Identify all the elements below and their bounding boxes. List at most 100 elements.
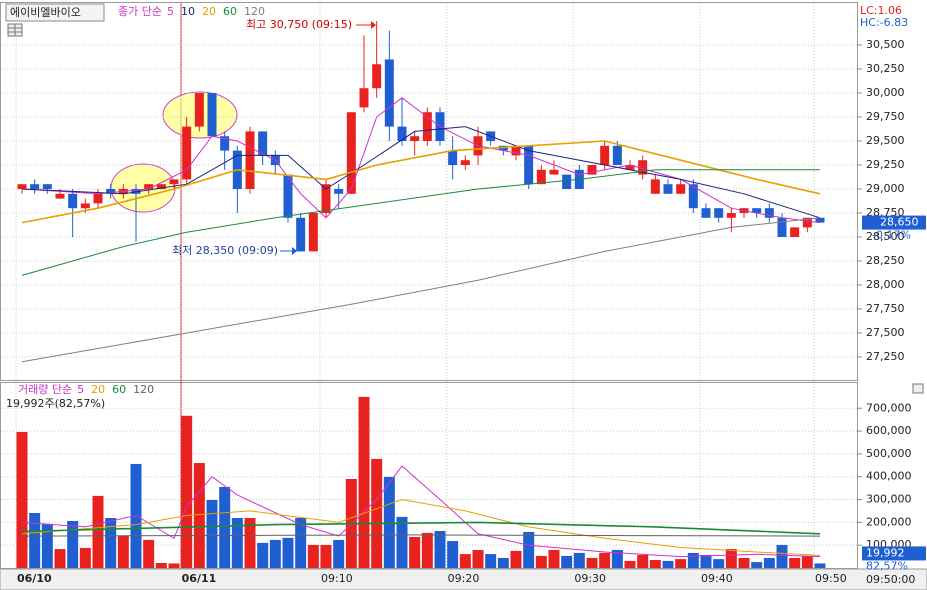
- x-tick-label: 06/11: [182, 572, 217, 585]
- candle-body: [536, 169, 546, 185]
- legend-entry: 60: [223, 5, 237, 18]
- candle-body: [410, 136, 420, 142]
- candle-body: [638, 160, 648, 175]
- moving-average-line: [21, 465, 821, 558]
- volume-bar: [155, 562, 167, 568]
- symbol[interactable]: 에이비엘바이오: [10, 6, 81, 19]
- y-tick-label: 300,000: [866, 493, 912, 506]
- candle-body: [511, 145, 521, 156]
- volume-bar: [447, 541, 459, 568]
- x-tick-label: 09:10: [321, 572, 353, 585]
- price-panel: [0, 2, 858, 381]
- volume-bar: [219, 486, 231, 568]
- candle-body: [220, 136, 230, 151]
- candle-body: [245, 131, 255, 189]
- candle-body: [346, 112, 356, 194]
- legend-entry: 60: [112, 383, 126, 396]
- volume-bar: [535, 555, 547, 568]
- volume-bar: [206, 499, 218, 568]
- y-tick-label: 500,000: [866, 447, 912, 460]
- x-tick-label: 06/10: [17, 572, 52, 585]
- panel-button[interactable]: [912, 383, 924, 394]
- volume-bar: [79, 547, 91, 568]
- candle-body: [676, 184, 686, 194]
- volume-bar: [421, 532, 433, 568]
- volume-bar: [586, 557, 598, 568]
- moving-average-line: [21, 169, 820, 276]
- y-tick-label: 29,500: [866, 134, 905, 147]
- volume-tag: 19,992: [866, 546, 905, 559]
- indicator-label: 거래량 단순: [18, 383, 72, 396]
- legend-entry: 120: [244, 5, 265, 18]
- volume-bar: [510, 550, 522, 568]
- moving-average-line: [21, 534, 821, 537]
- candle-body: [55, 193, 65, 199]
- volume-bar: [371, 458, 383, 568]
- candle-body: [625, 165, 635, 170]
- volume-bar: [548, 549, 560, 568]
- candle-body: [752, 208, 762, 213]
- volume-bar: [485, 554, 497, 568]
- volume-bar: [257, 542, 269, 568]
- legend-entry: 5: [77, 383, 84, 396]
- moving-average-line: [21, 217, 821, 363]
- x-tick-label: 09:50: [815, 572, 847, 585]
- time-axis: [0, 568, 927, 590]
- candle-body: [498, 145, 508, 151]
- candle-body: [258, 131, 268, 156]
- ratio-tag: 82,57%: [866, 559, 908, 572]
- candle-body: [283, 174, 293, 218]
- candle-body: [372, 64, 382, 89]
- lc-label: LC:1.06: [860, 4, 902, 17]
- symbol-box[interactable]: [5, 3, 105, 22]
- volume-bar: [725, 549, 737, 568]
- volume-bar: [282, 537, 294, 568]
- candle-body: [106, 188, 116, 194]
- moving-average-line: [21, 521, 821, 535]
- volume-bar: [269, 539, 281, 568]
- y-tick-label: 28,000: [866, 278, 905, 291]
- moving-average-line: [21, 498, 821, 556]
- volume-bar: [117, 536, 129, 568]
- volume-bar: [649, 560, 661, 568]
- volume-bar: [497, 557, 509, 568]
- x-tick-label: 09:20: [448, 572, 480, 585]
- volume-bar: [383, 476, 395, 568]
- candle-body: [182, 126, 192, 180]
- hc-label: HC:-6.83: [860, 16, 908, 29]
- candle-body: [169, 179, 179, 185]
- volume-bar: [776, 544, 788, 568]
- candle-body: [587, 165, 597, 175]
- candle-body: [384, 59, 394, 127]
- high-annotation: 최고 30,750 (09:15): [246, 18, 352, 31]
- indicator-label: 종가 단순: [118, 5, 162, 18]
- volume-bar: [67, 520, 79, 568]
- volume-bar: [333, 539, 345, 568]
- y-tick-label: 200,000: [866, 515, 912, 528]
- volume-bar: [244, 518, 256, 568]
- volume-bar: [193, 463, 205, 568]
- price-tag: 28,650: [880, 216, 919, 229]
- candle-body: [460, 160, 470, 166]
- volume-bar: [751, 562, 763, 568]
- volume-bar: [181, 415, 193, 568]
- y-tick-label: 30,250: [866, 62, 905, 75]
- y-tick-label: 28,500: [866, 230, 905, 243]
- candle-body: [612, 145, 622, 166]
- volume-bar: [611, 549, 623, 568]
- volume-bar: [105, 518, 117, 568]
- candle-body: [296, 217, 306, 252]
- volume-bar: [662, 560, 674, 568]
- candle-body: [334, 188, 344, 194]
- candle-body: [17, 184, 27, 189]
- candle-body: [422, 112, 432, 142]
- candle-body: [308, 212, 318, 252]
- high-arrow-head: [371, 21, 376, 29]
- volume-bar: [92, 495, 104, 568]
- y-tick-label: 28,250: [866, 254, 905, 267]
- volume-bar: [472, 549, 484, 568]
- candle-body: [93, 193, 103, 204]
- volume-bar: [637, 554, 649, 568]
